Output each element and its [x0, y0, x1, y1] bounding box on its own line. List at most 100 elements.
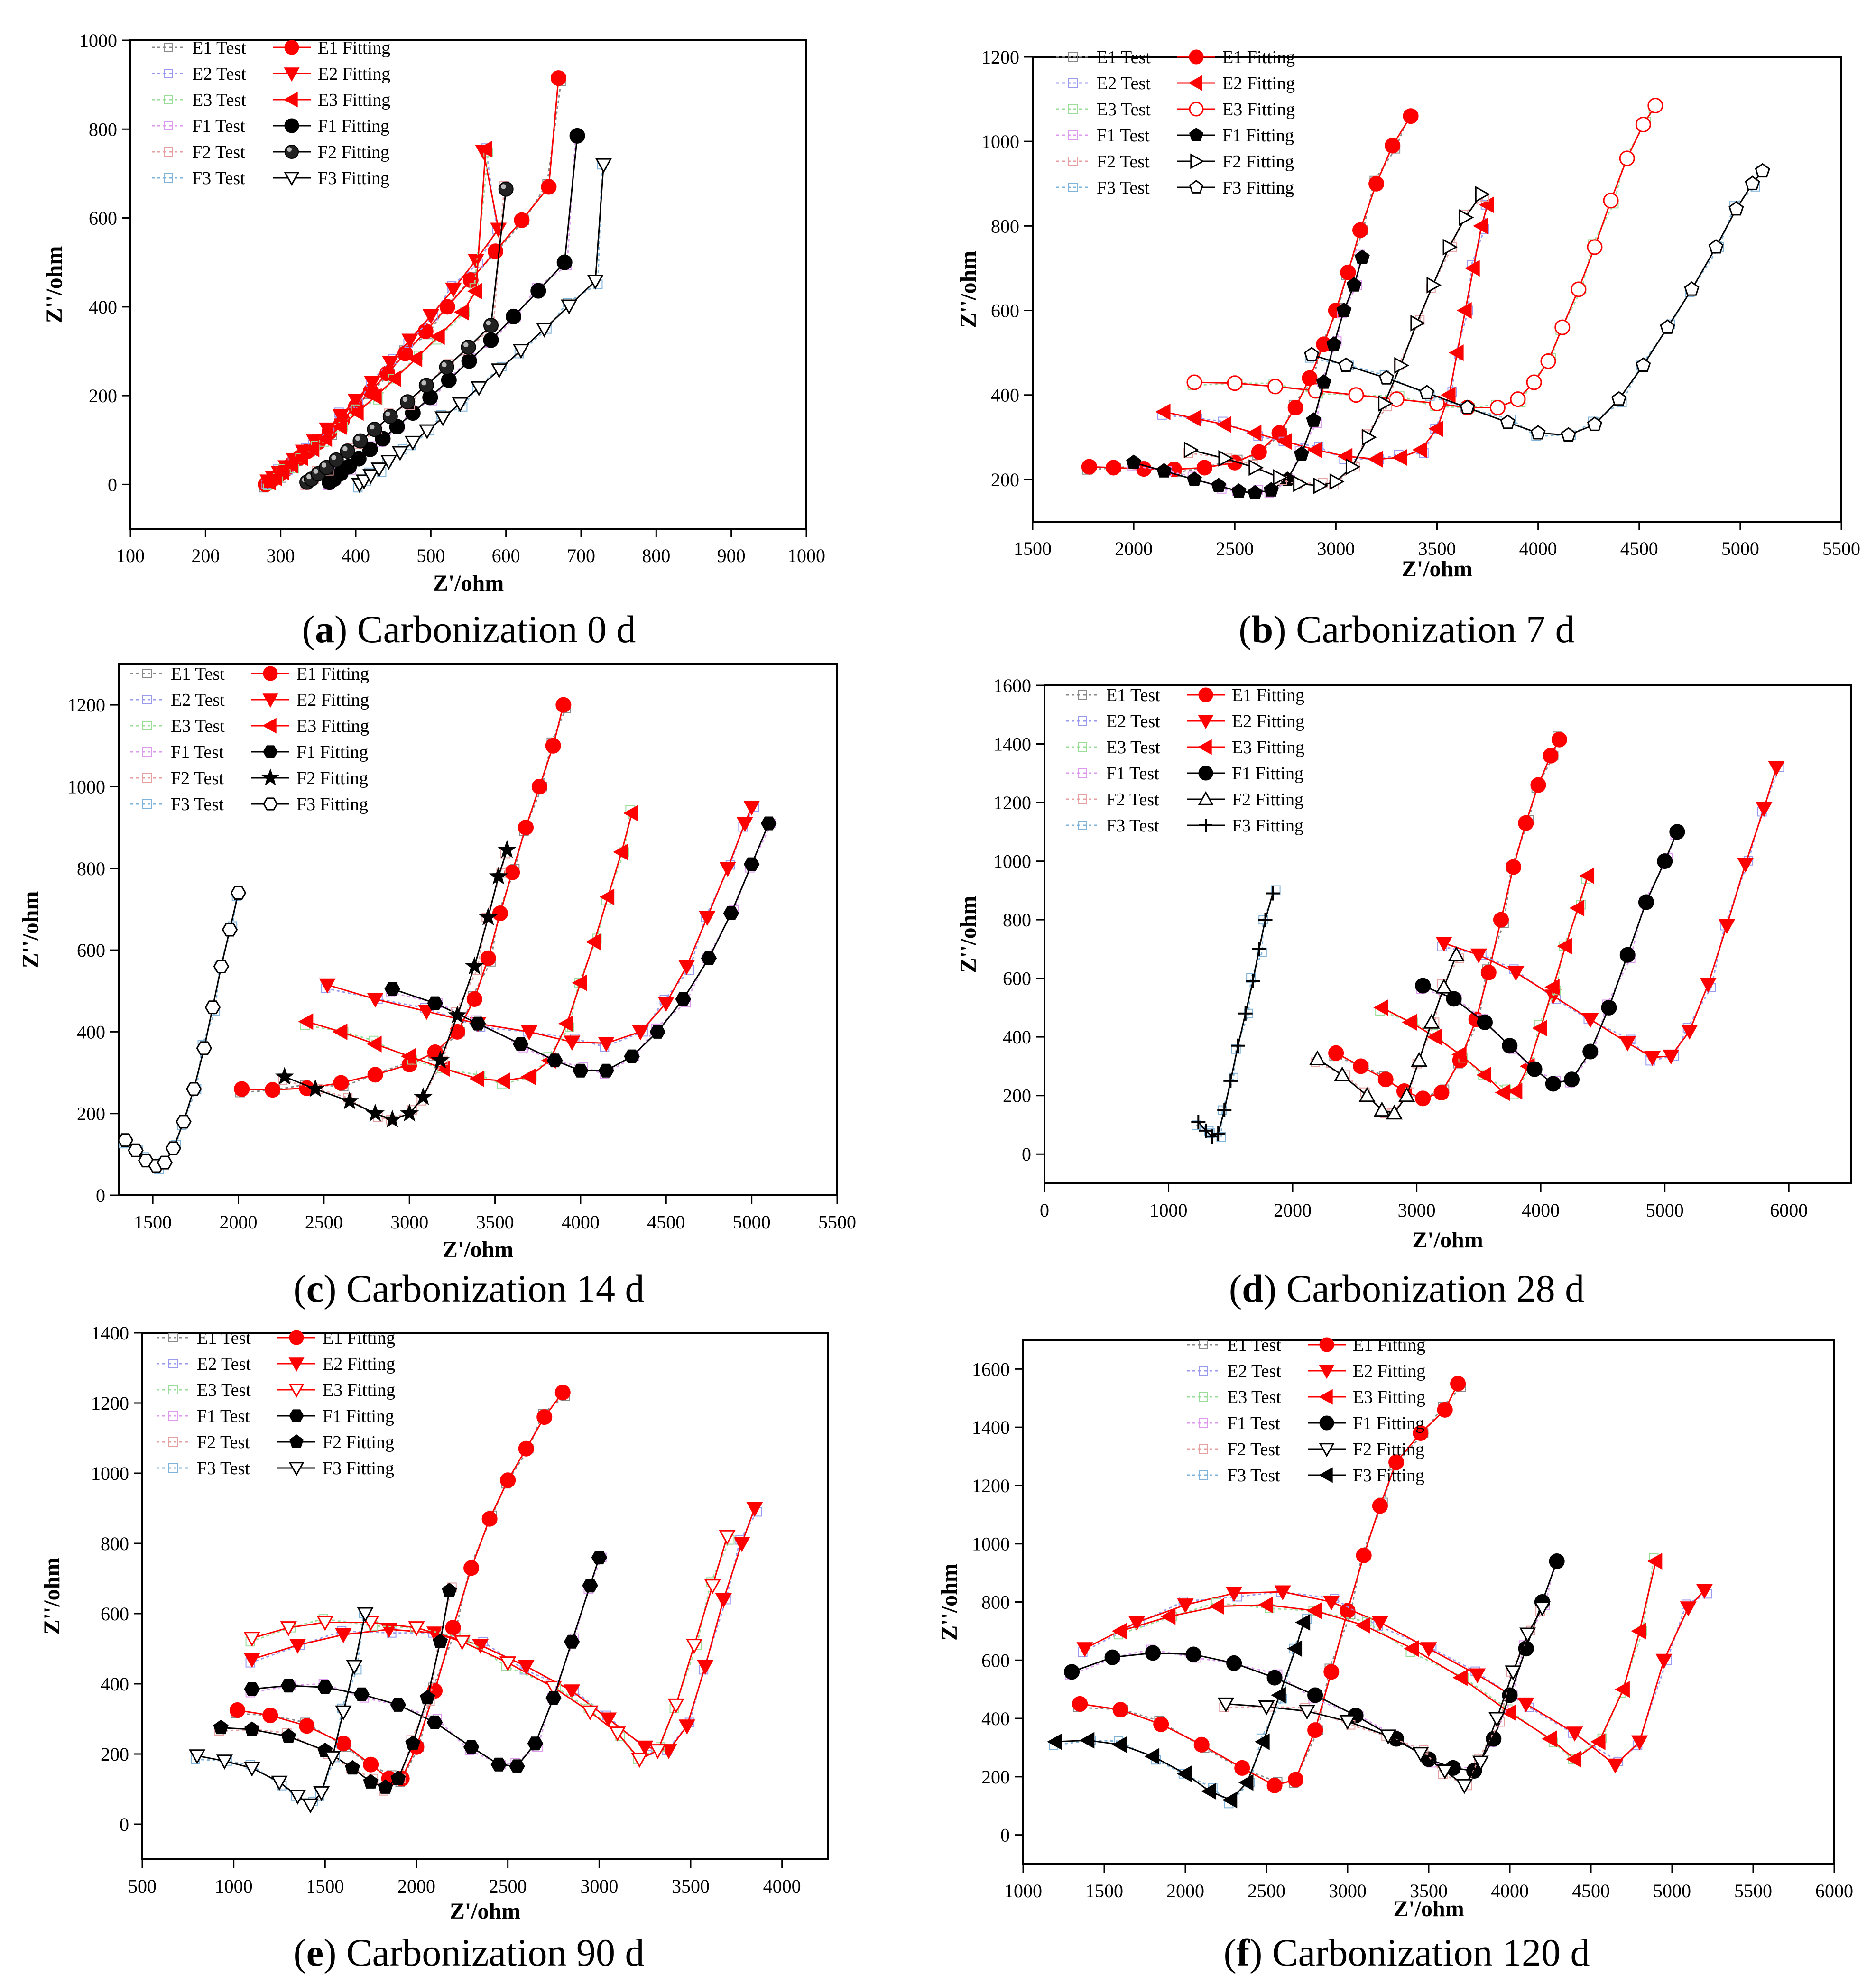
panel-c-f1-fit-line — [392, 823, 770, 1071]
panel-e-f3-fit-point — [271, 1775, 288, 1791]
panel-d-legend-test-marker — [1078, 794, 1087, 804]
panel-d-e2-fit-point — [1756, 802, 1773, 817]
panel-c-series-e2 — [319, 801, 760, 1052]
panel-b-f1-fit-point — [1336, 302, 1352, 317]
panel-e-f2-fit-point — [378, 1779, 393, 1794]
panel-d-f1-fit-point — [1564, 1071, 1580, 1088]
panel-e-xtick-label: 3500 — [672, 1875, 710, 1897]
panel-e-f2-fit-point — [390, 1770, 406, 1785]
panel-e-xtick-label: 1500 — [306, 1875, 344, 1897]
panel-b-e2-fit-point — [1449, 344, 1464, 361]
panel-b-f1-fit-point — [1346, 277, 1362, 292]
panel-c-f3-fit-point — [176, 1115, 192, 1129]
panel-a-e3-fit-point — [317, 430, 333, 447]
panel-e-e1-fit-point — [481, 1511, 498, 1527]
panel-e-f3-fit-point — [313, 1786, 330, 1801]
panel-b-xtick-label: 1500 — [1014, 538, 1052, 559]
panel-d-xtick-label: 2000 — [1274, 1200, 1312, 1221]
panel-e-e3-fit-point — [649, 1744, 666, 1759]
panel-f-e2-fit-line — [1084, 1589, 1705, 1766]
panel-e-xtick-label: 3000 — [580, 1875, 618, 1897]
panel-d-e3-fit-point — [1476, 1066, 1491, 1084]
panel-b-e2-fit-point — [1185, 410, 1201, 427]
panel-c-legend-fit-marker — [262, 693, 278, 708]
panel-e-e1-fit-point — [536, 1409, 553, 1425]
panel-d-legend-fit-label: E2 Fitting — [1232, 711, 1304, 731]
panel-a-xtick-label: 200 — [191, 545, 220, 566]
panel-c-xtick-label: 1500 — [134, 1211, 172, 1233]
panel-f-e1-fit-line — [1080, 1383, 1459, 1786]
panel-d-legend-test-marker — [1078, 690, 1087, 700]
panel-d-e3-fit-point — [1544, 979, 1560, 996]
panel-a-f1-fit-point — [506, 308, 521, 324]
panel-f-f3-fit-point — [1201, 1782, 1216, 1800]
panel-a-legend-fit-marker — [284, 67, 300, 82]
panel-d-f1-fit-point — [1669, 824, 1685, 840]
panel-f-legend-fit-label: E2 Fitting — [1353, 1361, 1425, 1381]
panel-c-f3-fit-point — [196, 1041, 213, 1055]
panel-a-e3-fit-point — [274, 463, 289, 480]
panel-b-e1-fit-point — [1081, 459, 1097, 475]
panel-b-f2-fit-point — [1345, 458, 1361, 475]
panel-f-xtick-label: 4000 — [1491, 1880, 1529, 1902]
panel-f-legend-test-marker — [1199, 1340, 1208, 1349]
panel-b-f1-fit-point — [1326, 336, 1342, 351]
panel-f-f2-fit-point — [1258, 1700, 1275, 1716]
panel-c-e2-fit-point — [719, 862, 736, 877]
panel-f-f3-fit-point — [1295, 1614, 1311, 1631]
panel-f-f2-fit-point — [1456, 1779, 1473, 1794]
panel-d-e3-fit-point — [1569, 899, 1585, 916]
panel-c-e2-test-line — [325, 806, 755, 1048]
panel-a-legend-test-marker — [164, 147, 173, 157]
panel-f-e3-fit-point — [1452, 1669, 1468, 1686]
panel-f-e2-test-line — [1082, 1591, 1708, 1763]
panel-d-f3-fit-point — [1246, 974, 1260, 988]
panel-b-e2-fit-point — [1473, 217, 1488, 234]
panel-b-e3-fit-point — [1587, 239, 1603, 255]
panel-f-legend-fit-marker — [1318, 1467, 1333, 1483]
panel-b-f3-fit-point — [1611, 391, 1627, 406]
panel-f-f2-fit-point — [1519, 1627, 1536, 1643]
panel-e-f3-test-line — [195, 1613, 364, 1802]
panel-e-legend-test-label: F3 Test — [197, 1459, 250, 1478]
panel-c-legend-test-label: E3 Test — [171, 716, 225, 736]
panel-a-f3-fit-point — [355, 474, 372, 489]
panel-d-ytick-label: 0 — [1022, 1144, 1031, 1165]
panel-f-legend-fit-marker — [1319, 1365, 1335, 1379]
panel-c-e2-fit-line — [327, 806, 753, 1044]
panel-e-legend-fit-marker — [288, 1462, 305, 1477]
panel-e-e2-fit-point — [678, 1719, 695, 1735]
panel-a-e1-fit-line — [265, 78, 559, 485]
panel-b-f3-fit-point — [1708, 239, 1724, 254]
panel-d-e3-fit-point — [1451, 1046, 1467, 1063]
panel-f-f1-fit-point — [1518, 1641, 1534, 1657]
panel-f-ylabel: Z''/ohm — [938, 1563, 962, 1641]
panel-e-xtick-label: 500 — [128, 1875, 157, 1897]
panel-c-f3-fit-point — [185, 1082, 202, 1096]
panel-b-e3-fit-point — [1227, 375, 1243, 391]
panel-a-f2-fit-point-shine — [421, 380, 426, 386]
panel-e-e3-fit-point — [316, 1616, 333, 1631]
panel-a-chart: 100 200 300 400 500 600 700 800 900 1000 0 200 400 60… — [42, 30, 825, 596]
panel-e-e2-fit-point — [600, 1712, 617, 1728]
panel-d-f3-fit-point — [1231, 1038, 1245, 1053]
panel-b-f2-fit-point — [1426, 277, 1442, 294]
panel-f-e2-fit-point — [1469, 1668, 1486, 1684]
panel-c-f2-fit-point — [400, 1103, 419, 1122]
panel-c-e1-fit-point — [531, 778, 547, 794]
panel-d-e2-fit-point — [1582, 1013, 1599, 1028]
panel-c-f3-fit-point — [165, 1141, 182, 1155]
panel-b-f3-fit-point — [1378, 370, 1394, 385]
panel-c-f1-fit-point — [547, 1053, 563, 1068]
panel-d-e2-fit-point — [1507, 966, 1525, 981]
panel-c-f2-fit-point — [489, 867, 508, 885]
panel-c-legend-test-marker — [142, 669, 152, 678]
panel-d-ytick-label: 1200 — [993, 792, 1031, 813]
panel-d-ytick-label: 800 — [1003, 909, 1031, 931]
panel-c-e3-fit-point — [495, 1072, 510, 1089]
panel-e-xtick-label: 2500 — [489, 1875, 527, 1897]
panel-b-f2-fit-point — [1313, 477, 1329, 494]
panel-b-f1-fit-point — [1316, 374, 1331, 389]
panel-c-f3-fit-point — [230, 886, 247, 900]
panel-c-e2-fit-point — [699, 911, 716, 926]
